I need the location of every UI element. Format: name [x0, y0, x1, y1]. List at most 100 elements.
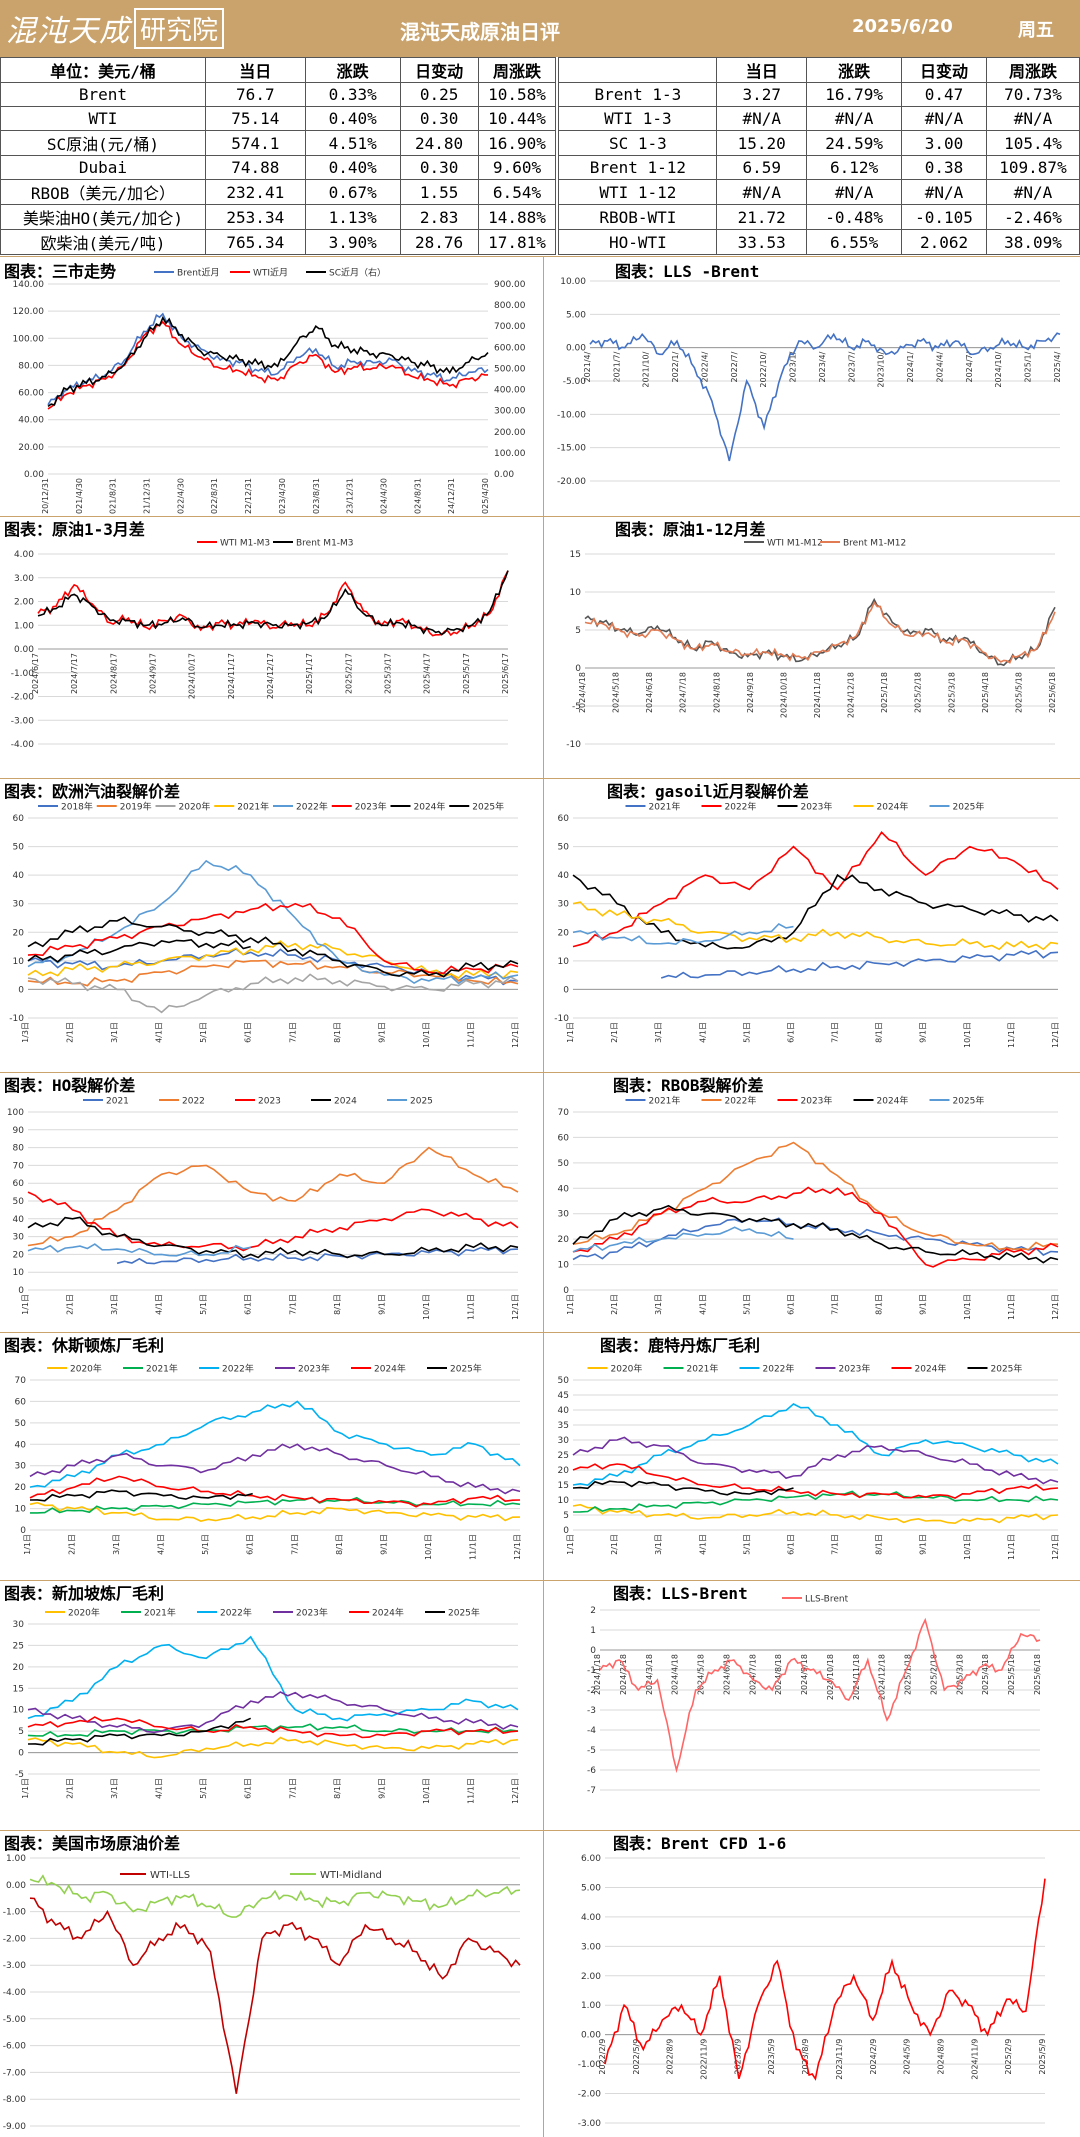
- y-tick-label: 0: [575, 664, 581, 674]
- x-tick-label: 10/1日: [963, 1022, 972, 1048]
- chart-panel: 图表：欧洲汽油裂解价差 -10 0 10 20 30 40 50 60 1/3日 2/1日 3/1日 4…: [0, 778, 540, 1072]
- y-tick-label: 30: [13, 900, 25, 910]
- series-line: [27, 940, 519, 979]
- table-cell: 0.67%: [304, 179, 401, 205]
- series-line: [116, 1246, 519, 1265]
- series-line: [27, 1723, 519, 1738]
- chart-title: 图表：美国市场原油价差: [4, 1834, 181, 1853]
- legend-label: 2023: [258, 1097, 281, 1107]
- logo-box: 研究院: [134, 7, 225, 49]
- table-cell: 33.53: [716, 229, 808, 255]
- y-tick-label: 1: [590, 1626, 596, 1636]
- panel-divider: [543, 256, 544, 2137]
- x-tick-label: 6/1日: [246, 1534, 255, 1555]
- chart-panel: 图表：三市走势 0.00 20.00 40.00 60.00 80.00 100.00 120…: [0, 256, 540, 514]
- x-tick-label: 2024/4/18: [578, 672, 587, 713]
- x-tick-label: 9/1日: [919, 1534, 928, 1555]
- table-cell: 24.59%: [806, 130, 903, 156]
- y-tick-label: 0.00: [24, 470, 44, 480]
- logo-text: 混沌天成: [6, 14, 130, 49]
- x-tick-label: 2021/4/30: [75, 478, 84, 514]
- chart-title: 图表：RBOB裂解价差: [613, 1076, 764, 1095]
- panel-divider: [0, 1830, 1080, 1831]
- legend-label: 2025年: [448, 1607, 480, 1619]
- legend-label: 2021年: [146, 1363, 178, 1375]
- y-tick-label: 25: [13, 1641, 24, 1651]
- legend-label: 2020年: [179, 801, 211, 813]
- table-cell: 6.55%: [806, 229, 903, 255]
- x-tick-label: 2025/1/18: [880, 672, 889, 713]
- chart-panel: 图表：鹿特丹炼厂毛利 0 5 10 15 20 25 30 35 40 45 50 1/1日 2/1日 3/…: [545, 1332, 1080, 1580]
- y-tick-label: 5.00: [566, 310, 586, 320]
- y-tick-label: -20.00: [557, 477, 586, 487]
- series-line: [27, 959, 519, 987]
- y-tick-label: 50: [13, 843, 25, 853]
- x-tick-label: 2025/4/18: [981, 672, 990, 713]
- x-tick-label: 7/1日: [831, 1534, 840, 1555]
- y-tick-label: -7: [587, 1786, 596, 1796]
- table-cell: 1.55: [399, 179, 479, 205]
- legend-label: 2024年: [915, 1363, 947, 1375]
- x-tick-label: 4/1日: [698, 1294, 707, 1315]
- x-tick-label: 2/1日: [66, 1022, 75, 1043]
- series-line: [29, 1501, 521, 1522]
- chart-title: 图表：HO裂解价差: [4, 1076, 136, 1095]
- x-tick-label: 3/1日: [110, 1294, 119, 1315]
- x-tick-label: 2023/8/31: [312, 478, 321, 514]
- x-tick-label: 2024/9/18: [800, 1654, 809, 1695]
- y-tick-label: 60.00: [18, 389, 44, 399]
- y2-tick-label: 100.00: [494, 449, 526, 459]
- x-tick-label: 2024/8/31: [413, 478, 422, 514]
- x-tick-label: 11/1日: [468, 1534, 477, 1560]
- x-tick-label: 2023/10/: [877, 351, 886, 387]
- x-tick-label: 3/1日: [110, 1022, 119, 1043]
- table-cell: 当日: [204, 57, 306, 83]
- x-tick-label: 8/1日: [333, 1778, 342, 1799]
- table-cell: 765.34: [204, 229, 306, 255]
- x-tick-label: 2021/4/: [583, 351, 592, 382]
- y-tick-label: 10: [558, 957, 570, 967]
- table-cell: WTI: [0, 106, 206, 131]
- y-tick-label: 0: [563, 1526, 569, 1536]
- series-line: [29, 1897, 521, 2094]
- y-tick-label: 20: [558, 1235, 570, 1245]
- y2-tick-label: 600.00: [494, 343, 526, 353]
- x-tick-label: 2023/12/31: [346, 478, 355, 514]
- x-tick-label: 2024/11/18: [852, 1654, 861, 1700]
- y-tick-label: 10: [570, 588, 582, 598]
- x-tick-label: 6/1日: [244, 1022, 253, 1043]
- x-tick-label: 2025/5/18: [1014, 672, 1023, 713]
- chart-panel: 图表：原油1-12月差 -10 -5 0 5 10 15 2024/4/18 2024/5/18…: [545, 516, 1080, 778]
- x-tick-label: 2024/11/18: [813, 672, 822, 718]
- x-tick-label: 5/1日: [742, 1294, 751, 1315]
- x-tick-label: 10/1日: [422, 1294, 431, 1320]
- x-tick-label: 12/1日: [511, 1778, 520, 1804]
- x-tick-label: 4/1日: [155, 1294, 164, 1315]
- series-line: [572, 1141, 1059, 1251]
- x-tick-label: 5/1日: [742, 1022, 751, 1043]
- x-tick-label: 2/1日: [610, 1022, 619, 1043]
- x-tick-label: 2023/4/: [818, 351, 827, 382]
- legend-label: 2021年: [687, 1363, 719, 1375]
- table-cell: #N/A: [716, 106, 808, 131]
- x-tick-label: 5/1日: [742, 1534, 751, 1555]
- x-tick-label: 12/1日: [511, 1294, 520, 1320]
- legend-label: 2025年: [953, 1095, 985, 1107]
- x-tick-label: 2024/11/17: [227, 653, 236, 699]
- chart-svg: -9.00 -8.00 -7.00 -6.00 -5.00 -4.00 -3.00 -2.00…: [3, 1854, 521, 2132]
- chart-panel: 图表：新加坡炼厂毛利 -5 0 5 10 15 20 25 30 1/1日 2/1日 3/1日 4/1日…: [0, 1580, 540, 1830]
- legend-label: 2022年: [296, 801, 328, 813]
- x-tick-label: 2024/11/9: [970, 2039, 979, 2080]
- y-tick-label: -10: [9, 1014, 24, 1024]
- x-tick-label: 4/1日: [155, 1778, 164, 1799]
- y-tick-label: 30: [13, 1233, 25, 1243]
- x-tick-label: 2021/10/: [642, 351, 651, 387]
- x-tick-label: 12/1日: [511, 1022, 520, 1048]
- legend-label: 2022年: [220, 1607, 252, 1619]
- report-title: 混沌天成原油日评: [400, 20, 560, 44]
- x-tick-label: 2022/4/: [701, 351, 710, 382]
- x-tick-label: 2021/7/: [612, 351, 621, 382]
- x-tick-label: 8/1日: [875, 1294, 884, 1315]
- panel-divider: [0, 516, 1080, 517]
- series-line: [572, 1226, 794, 1253]
